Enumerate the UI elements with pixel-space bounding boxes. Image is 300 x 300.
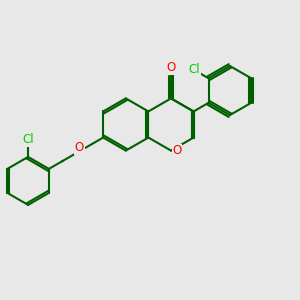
Text: Cl: Cl <box>188 64 200 76</box>
Text: O: O <box>75 141 84 154</box>
Text: Cl: Cl <box>22 133 34 146</box>
Text: O: O <box>167 61 176 74</box>
Text: O: O <box>172 144 182 157</box>
